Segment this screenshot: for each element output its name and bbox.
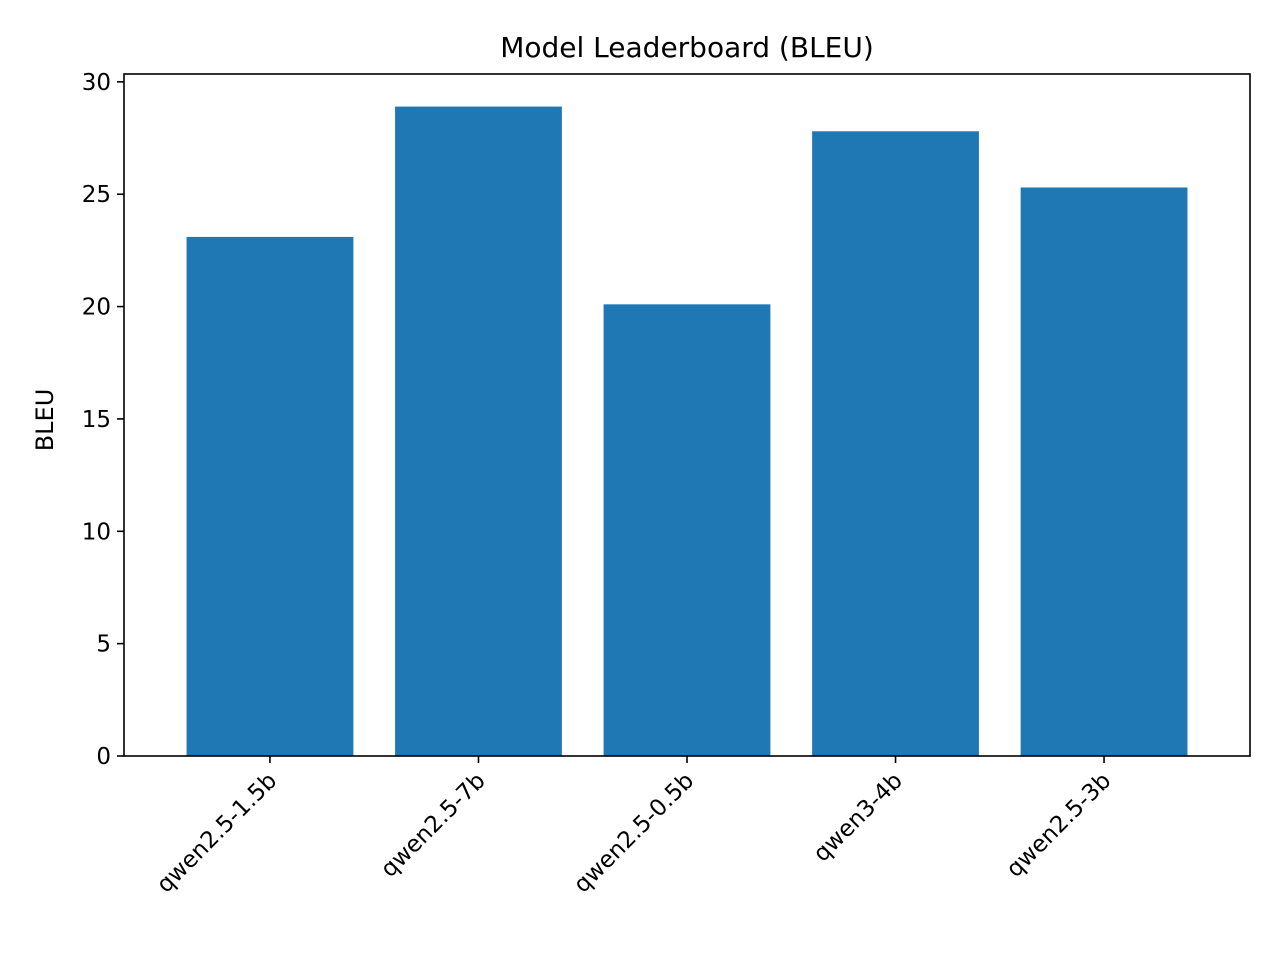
y-tick-label-6: 30 xyxy=(82,70,111,96)
bars-group xyxy=(186,106,1188,757)
y-tick-label-0: 0 xyxy=(96,744,111,770)
plot-frame xyxy=(123,73,1251,757)
bar-4 xyxy=(1020,187,1188,757)
y-ticks-group: 0 5 10 15 20 25 30 xyxy=(82,70,124,770)
y-tick-label-4: 20 xyxy=(82,295,111,321)
bar-1 xyxy=(395,106,562,756)
y-tick-label-3: 15 xyxy=(82,407,111,433)
bar-3 xyxy=(812,131,979,757)
y-axis-label: BLEU xyxy=(31,389,59,452)
y-tick-label-5: 25 xyxy=(82,182,111,208)
bar-2 xyxy=(603,304,771,756)
bar-0 xyxy=(186,236,354,757)
y-tick-label-2: 10 xyxy=(82,519,111,545)
chart-title: Model Leaderboard (BLEU) xyxy=(500,31,874,64)
y-tick-label-1: 5 xyxy=(96,632,111,658)
